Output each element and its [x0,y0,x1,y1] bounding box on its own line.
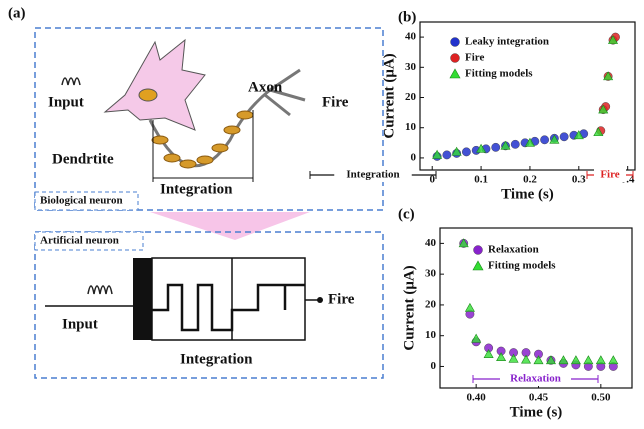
label: Fire [328,291,355,307]
legend-label: Fitting models [488,260,556,272]
label: Axon [248,79,283,95]
annotation: Fire [600,169,619,181]
label: Input [62,316,98,332]
spikes [88,286,112,294]
y-tick-label: 30 [425,268,437,280]
marker [571,356,580,364]
output [317,297,323,303]
x-tick-label: 0.40 [467,392,487,404]
x-tick-label: 0.2 [523,174,537,186]
legend-marker [451,38,460,47]
marker [511,140,519,148]
waveform [152,285,305,330]
marker [522,355,531,363]
neuron [105,40,305,166]
y-tick-label: 20 [425,298,437,310]
x-tick-label: 0.50 [591,392,611,404]
legend-marker [473,261,483,270]
marker [596,356,605,364]
marker [465,304,474,312]
marker [540,136,548,144]
figure: (a) Input Axon Fire Dendrtite Integratio… [0,0,644,429]
panel-label: (a) [8,5,26,21]
panel-label: (b) [398,9,416,25]
label: Integration [180,351,253,367]
y-tick-label: 0 [411,151,417,163]
annotation: Relaxation [510,373,561,385]
caption: Biological neuron [40,195,123,207]
legend-marker [451,54,460,63]
marker [492,143,500,151]
legend-label: Relaxation [488,244,539,256]
marker [559,356,568,364]
y-tick-label: 20 [405,91,417,103]
marker [472,334,481,342]
x-tick-label: 0.3 [572,174,586,186]
caption: Artificial neuron [40,235,119,247]
integrator [152,258,305,340]
panel-label: (c) [398,206,415,222]
label: Integration [160,181,233,197]
myelin [152,111,253,168]
label: Fire [322,94,349,110]
spikes [62,78,80,85]
label: Input [48,94,84,110]
x-axis-label: Time (s) [501,186,554,202]
x-tick-label: 0.1 [474,174,488,186]
y-tick-label: 30 [405,61,417,73]
y-tick-label: 40 [405,31,417,43]
y-tick-label: 10 [425,329,437,341]
legend-label: Leaky integration [465,36,549,48]
legend-marker [474,246,483,255]
marker [609,356,618,364]
marker [560,133,568,141]
legend-label: Fitting models [465,68,533,80]
y-tick-label: 0 [431,360,437,372]
panel-a: (a) Input Axon Fire Dendrtite Integratio… [8,5,383,378]
legend-marker [450,69,460,78]
marker [584,356,593,364]
marker [443,151,451,159]
y-tick-label: 40 [425,237,437,249]
x-axis-label: Time (s) [510,404,563,420]
y-axis-label: Current (μA) [401,265,417,350]
connector [150,212,310,240]
integrator [133,258,152,340]
annotation: Integration [346,169,399,181]
label: Dendrtite [52,151,114,167]
x-tick-label: 0.45 [529,392,549,404]
legend-label: Fire [465,52,484,64]
y-tick-label: 10 [405,121,417,133]
y-axis-label: Current (μA) [381,53,397,138]
marker [462,148,470,156]
